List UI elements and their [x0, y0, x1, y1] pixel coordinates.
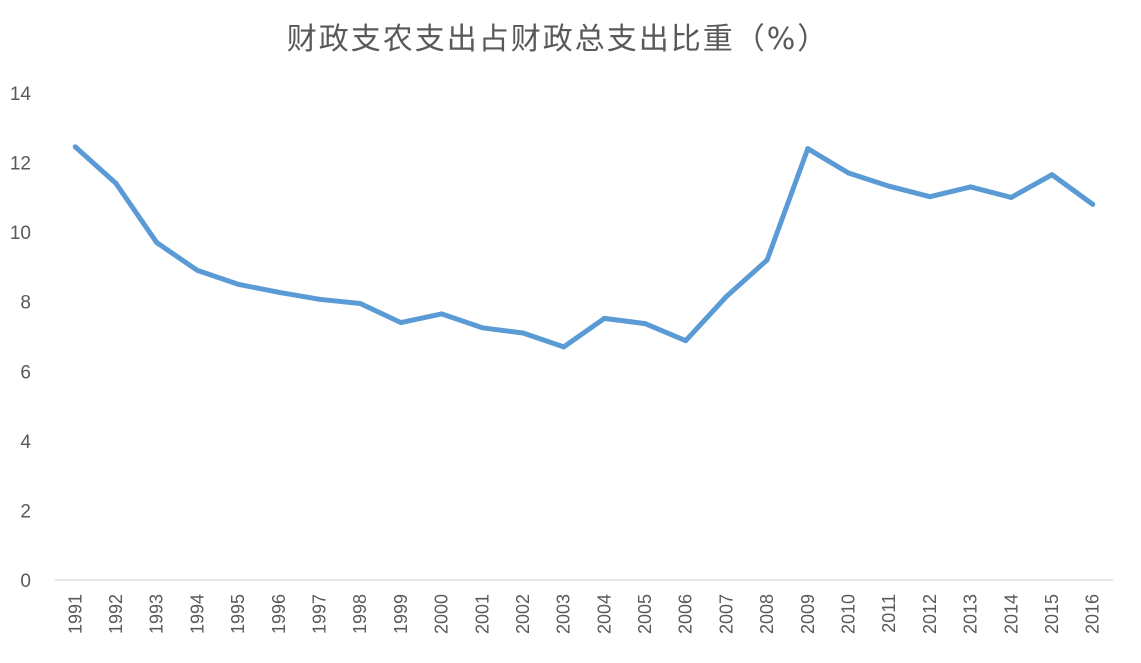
y-axis-ticks: 0 2 4 6 8 10 12 14 [10, 84, 32, 592]
x-tick-label: 1997 [310, 594, 330, 634]
x-tick-label: 2011 [879, 594, 899, 633]
data-point [72, 144, 78, 150]
data-point [723, 293, 729, 299]
x-tick-label: 2010 [839, 594, 859, 634]
y-tick-label: 6 [20, 362, 31, 383]
x-tick-label: 1995 [228, 594, 248, 634]
x-tick-label: 1998 [350, 594, 370, 634]
data-point [561, 344, 567, 350]
data-point [886, 183, 892, 189]
data-point [927, 194, 933, 200]
x-axis-ticks: 1991 1992 1993 1994 1995 1996 1997 1998 1999 2000… [65, 594, 1102, 634]
x-tick-label: 1996 [269, 594, 289, 634]
y-tick-label: 2 [20, 501, 31, 522]
y-tick-label: 8 [20, 293, 31, 314]
x-tick-label: 2014 [1001, 594, 1021, 634]
data-point [398, 320, 404, 326]
y-tick-label: 14 [10, 84, 32, 105]
x-tick-label: 2013 [961, 594, 981, 634]
data-point [357, 300, 363, 306]
x-tick-label: 1991 [65, 594, 85, 634]
data-point [1049, 172, 1055, 178]
x-tick-label: 2008 [757, 594, 777, 634]
x-tick-label: 2007 [716, 594, 736, 634]
data-point [235, 281, 241, 287]
data-point [1090, 201, 1096, 207]
data-point [194, 267, 200, 273]
x-tick-label: 2012 [920, 594, 940, 634]
x-tick-label: 2003 [554, 594, 574, 634]
data-point [601, 315, 607, 321]
data-point [805, 146, 811, 152]
data-point [317, 296, 322, 302]
data-point [968, 184, 974, 190]
x-tick-label: 1992 [106, 594, 126, 634]
x-tick-label: 2016 [1083, 594, 1103, 634]
data-point [113, 180, 119, 186]
chart-title: 财政支农支出占财政总支出比重（%） [287, 22, 830, 57]
data-point [276, 289, 282, 295]
x-tick-label: 2000 [432, 594, 452, 634]
x-tick-label: 2002 [513, 594, 533, 634]
data-point [439, 311, 445, 317]
x-tick-label: 1994 [187, 594, 207, 634]
x-tick-label: 2001 [472, 594, 492, 634]
data-point [479, 325, 485, 331]
y-tick-label: 10 [10, 223, 31, 244]
data-point [683, 338, 689, 344]
y-tick-label: 4 [20, 432, 31, 453]
data-point [1008, 194, 1014, 200]
x-tick-label: 2009 [798, 594, 818, 634]
series-group [72, 144, 1096, 350]
y-tick-label: 12 [10, 154, 31, 175]
x-tick-label: 2006 [676, 594, 696, 634]
x-tick-label: 1999 [391, 594, 411, 634]
x-tick-label: 1993 [147, 594, 167, 634]
data-point [154, 240, 160, 246]
data-point [642, 321, 648, 327]
x-tick-label: 2005 [635, 594, 655, 634]
series-line [72, 144, 1096, 350]
x-tick-label: 2004 [594, 594, 614, 634]
data-point [846, 170, 851, 176]
data-point [764, 257, 770, 263]
x-tick-label: 2015 [1042, 594, 1062, 634]
data-point [520, 330, 526, 336]
y-tick-label: 0 [20, 571, 31, 592]
